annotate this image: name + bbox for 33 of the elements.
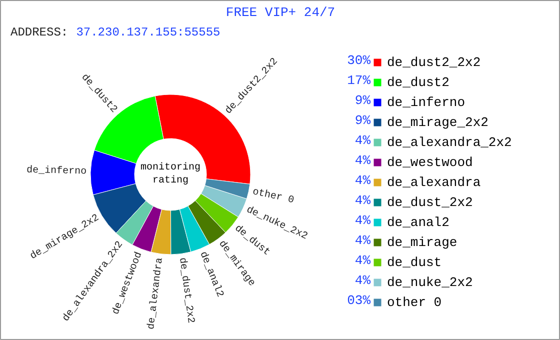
slice-label: de_alexandra (145, 257, 166, 330)
data-label: 4% (354, 193, 371, 208)
data-label: 4% (354, 133, 371, 148)
data-label: 4% (354, 233, 371, 248)
legend-label: de_westwood (387, 154, 473, 170)
legend-label: de_nuke_2x2 (387, 274, 473, 290)
legend-label: de_dust (387, 254, 442, 270)
data-label: 4% (354, 173, 371, 188)
legend-label: de_alexandra (387, 174, 481, 190)
slice-label: de_dust_2x2 (176, 256, 197, 324)
legend-label: de_mirage (387, 234, 458, 250)
data-label: 4% (354, 253, 371, 268)
data-label: 9% (354, 93, 371, 108)
data-label: 03% (347, 293, 371, 308)
chart-title: FREE VIP+ 24/7 (226, 5, 336, 20)
legend-label: de_inferno (387, 94, 466, 110)
chart-subtitle: ADDRESS: 37.230.137.155:55555 (10, 26, 220, 40)
legend-label: de_dust_2x2 (387, 194, 473, 210)
data-label: 17% (347, 73, 371, 88)
data-label: 4% (354, 273, 371, 288)
text: monitoring rating (140, 161, 201, 187)
data-label: 4% (354, 213, 371, 228)
legend-label: de_dust2_2x2 (387, 54, 481, 70)
data-label: 30% (347, 53, 371, 68)
data-label: 9% (354, 113, 371, 128)
slice-label: other 0 (251, 186, 296, 207)
slice-label: de_inferno (26, 164, 87, 178)
legend-label: de_dust2 (387, 74, 450, 90)
legend-label: other 0 (387, 294, 442, 310)
legend-label: de_alexandra_2x2 (387, 134, 512, 150)
legend-label: de_anal2 (387, 214, 450, 230)
data-label: 4% (354, 153, 371, 168)
legend-label: de_mirage_2x2 (387, 114, 488, 130)
